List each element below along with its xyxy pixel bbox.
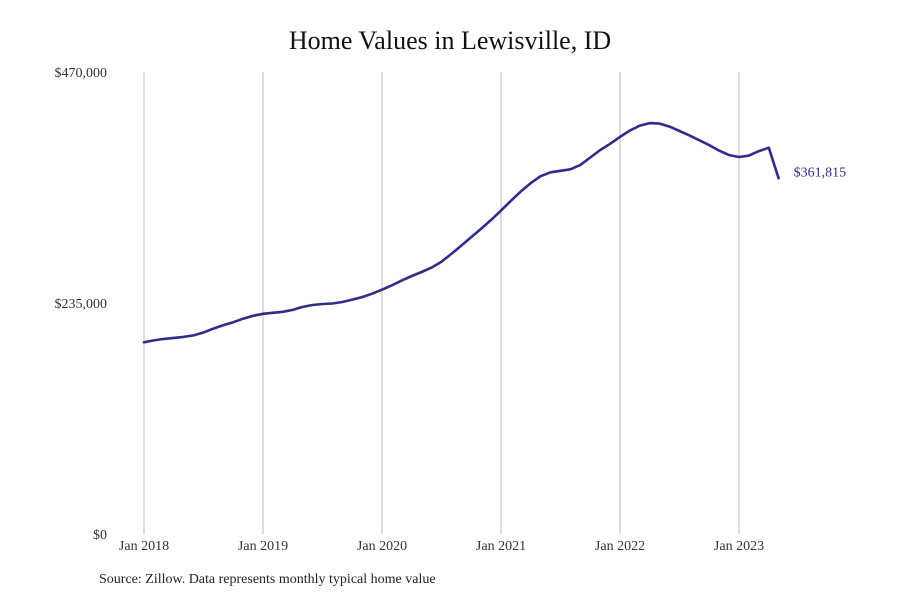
chart-title: Home Values in Lewisville, ID [288, 26, 612, 55]
end-value-label: $361,815 [794, 165, 847, 180]
x-tick-label: Jan 2022 [595, 539, 645, 554]
y-tick-label: $470,000 [55, 66, 108, 81]
series-layer: $361,815 [142, 121, 847, 344]
source-note: Source: Zillow. Data represents monthly … [99, 572, 436, 587]
y-axis-labels: $0 $235,000 $470,000 [55, 66, 108, 543]
x-axis-labels: Jan 2018 Jan 2019 Jan 2020 Jan 2021 Jan 2022… [119, 539, 764, 554]
x-tick-label: Jan 2019 [238, 539, 288, 554]
vertical-gridlines [143, 72, 740, 534]
x-tick-label: Jan 2018 [119, 539, 169, 554]
x-tick-label: Jan 2021 [476, 539, 526, 554]
x-tick-label: Jan 2023 [714, 539, 764, 554]
y-tick-label: $0 [93, 528, 107, 543]
series-line [142, 121, 780, 344]
x-tick-label: Jan 2020 [357, 539, 407, 554]
y-tick-label: $235,000 [55, 297, 108, 312]
